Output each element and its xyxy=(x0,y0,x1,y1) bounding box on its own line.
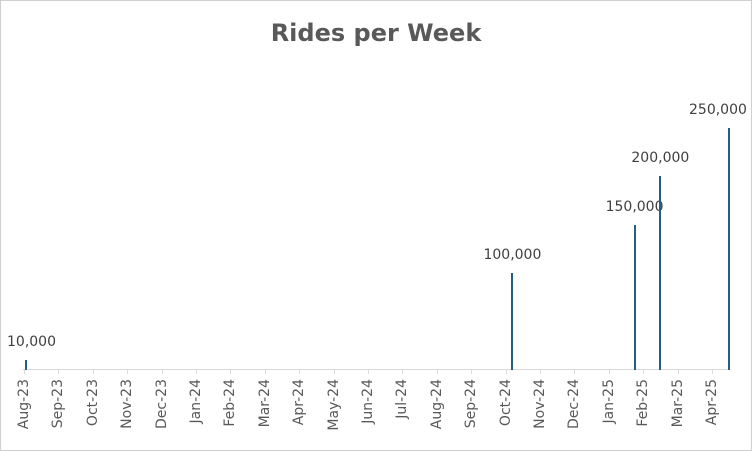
data-label: 200,000 xyxy=(631,150,690,167)
x-axis-label: Oct-24 xyxy=(497,379,514,427)
x-axis-tick xyxy=(643,370,645,374)
data-label: 100,000 xyxy=(483,247,542,264)
x-axis-tick xyxy=(24,370,25,374)
x-axis-tick xyxy=(574,370,576,374)
x-axis-tick xyxy=(333,370,335,374)
x-axis-tick xyxy=(608,370,610,374)
x-axis-label: Jun-24 xyxy=(360,379,376,424)
x-axis-tick xyxy=(92,370,94,374)
x-axis-label: Sep-23 xyxy=(50,379,67,429)
data-label: 10,000 xyxy=(7,334,56,351)
x-axis-label: Apr-24 xyxy=(291,379,308,426)
chart-title: Rides per Week xyxy=(270,19,482,47)
x-axis-label: Mar-24 xyxy=(256,379,273,428)
x-axis-tick xyxy=(505,370,507,374)
x-axis-tick xyxy=(58,370,60,374)
x-axis-label: Apr-25 xyxy=(704,379,720,426)
x-axis-tick xyxy=(368,370,369,374)
x-axis-label: Nov-23 xyxy=(119,379,136,429)
bar xyxy=(633,224,636,370)
x-axis-tick xyxy=(436,370,438,374)
data-label: 150,000 xyxy=(605,198,664,215)
bar xyxy=(511,273,514,370)
x-axis-tick xyxy=(230,370,232,374)
x-axis-label: Jul-24 xyxy=(394,379,411,419)
x-axis-label: Oct-23 xyxy=(84,379,101,427)
x-axis-tick xyxy=(540,370,541,374)
x-axis-label: Feb-25 xyxy=(635,379,652,427)
x-axis-tick xyxy=(471,370,473,374)
bar xyxy=(25,360,28,370)
data-label: 250,000 xyxy=(689,102,747,118)
x-axis-tick xyxy=(299,370,301,374)
x-axis-label: Sep-24 xyxy=(463,379,480,429)
x-axis-tick xyxy=(127,370,129,374)
bar xyxy=(659,176,662,370)
x-axis-label: Dec-23 xyxy=(153,379,170,429)
x-axis-label: Dec-24 xyxy=(566,379,583,429)
x-axis-label: Jan-24 xyxy=(188,379,204,424)
x-axis-label: Jan-25 xyxy=(600,379,617,424)
x-axis-label: Aug-23 xyxy=(16,379,32,430)
x-axis-label: Feb-24 xyxy=(222,379,239,427)
x-axis-label: Mar-25 xyxy=(669,379,686,428)
x-axis-tick xyxy=(196,370,197,374)
x-axis-label: May-24 xyxy=(325,379,342,431)
x-axis-label: Nov-24 xyxy=(532,379,548,429)
x-axis-tick xyxy=(677,370,679,374)
x-axis-tick xyxy=(264,370,266,374)
x-axis-line xyxy=(23,369,730,370)
x-axis-tick xyxy=(712,370,713,374)
x-axis-label: Aug-24 xyxy=(428,379,445,430)
x-axis-tick xyxy=(161,370,163,374)
x-axis-tick xyxy=(402,370,404,374)
bar xyxy=(728,128,731,370)
